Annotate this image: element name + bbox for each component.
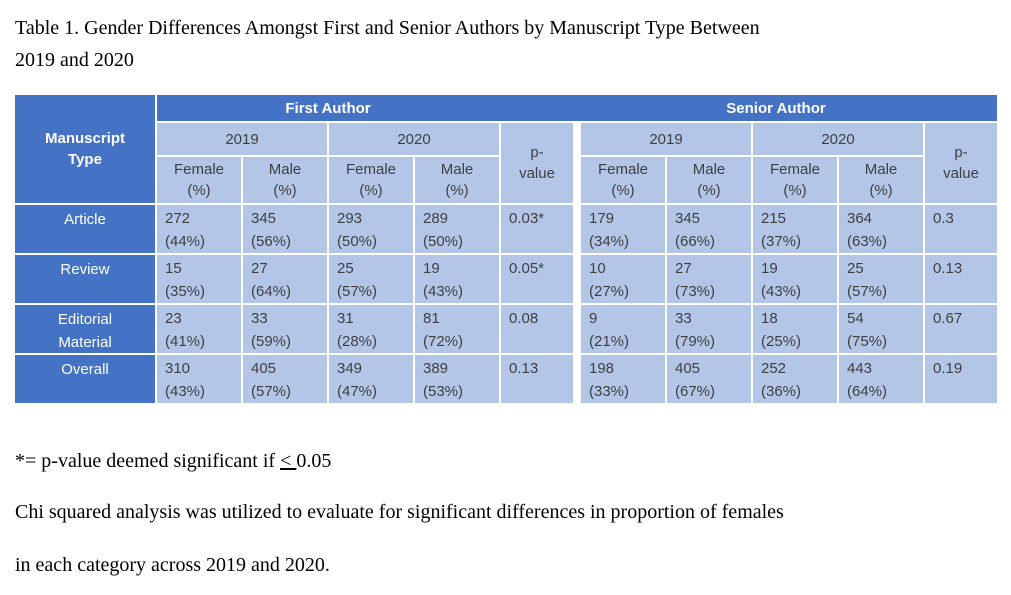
data-cell: 405 (57%) [243,355,327,403]
p-value-cell: 0.03* [501,205,573,253]
data-cell: 10 (27%) [581,255,665,303]
table-caption-line-1: Table 1. Gender Differences Amongst Firs… [15,17,760,39]
less-than-or-equal-sign: < [280,450,297,472]
data-cell: 345 (56%) [243,205,327,253]
p-value-cell: 0.05* [501,255,573,303]
footnote-method-line-2: in each category across 2019 and 2020. [15,554,330,576]
gender-header-female: Female (%) [329,157,413,203]
p-value-header-senior: p- value [925,123,997,203]
year-header-first-2020: 2020 [329,123,499,155]
data-cell: 18 (25%) [753,305,837,353]
gender-header-male: Male (%) [243,157,327,203]
data-cell: 33 (79%) [667,305,751,353]
data-cell: 389 (53%) [415,355,499,403]
row-label-article: Article [15,205,155,253]
data-cell: 27 (64%) [243,255,327,303]
data-cell: 349 (47%) [329,355,413,403]
year-header-senior-2020: 2020 [753,123,923,155]
gender-header-female: Female (%) [753,157,837,203]
data-cell: 310 (43%) [157,355,241,403]
data-cell: 272 (44%) [157,205,241,253]
gender-differences-table: Manuscript Type First Author Senior Auth… [15,95,997,403]
footnote-significance-prefix: *= p-value deemed significant if [15,450,281,472]
row-label-editorial-material: Editorial Material [15,305,155,353]
p-value-cell: 0.13 [925,255,997,303]
p-value-cell: 0.3 [925,205,997,253]
year-header-first-2019: 2019 [157,123,327,155]
p-value-cell: 0.08 [501,305,573,353]
gender-header-male: Male (%) [839,157,923,203]
data-cell: 198 (33%) [581,355,665,403]
p-value-cell: 0.13 [501,355,573,403]
table-caption-line-2: 2019 and 2020 [15,49,134,71]
gender-header-male: Male (%) [667,157,751,203]
data-cell: 443 (64%) [839,355,923,403]
data-cell: 31 (28%) [329,305,413,353]
year-header-senior-2019: 2019 [581,123,751,155]
data-cell: 25 (57%) [839,255,923,303]
data-cell: 15 (35%) [157,255,241,303]
footnote-method-line-1: Chi squared analysis was utilized to eva… [15,501,784,523]
col-group-senior-author: Senior Author [726,99,826,117]
footnote-significance: *= p-value deemed significant if < 0.05 [15,450,331,473]
data-cell: 33 (59%) [243,305,327,353]
data-cell: 215 (37%) [753,205,837,253]
data-cell: 364 (63%) [839,205,923,253]
data-cell: 289 (50%) [415,205,499,253]
data-cell: 25 (57%) [329,255,413,303]
author-group-band: First Author Senior Author [157,95,997,121]
p-value-cell: 0.67 [925,305,997,353]
p-value-header-first: p- value [501,123,573,203]
data-cell: 19 (43%) [753,255,837,303]
data-cell: 179 (34%) [581,205,665,253]
row-label-review: Review [15,255,155,303]
footnote-significance-threshold: 0.05 [296,450,332,472]
data-cell: 27 (73%) [667,255,751,303]
row-label-overall: Overall [15,355,155,403]
data-cell: 54 (75%) [839,305,923,353]
gender-header-male: Male (%) [415,157,499,203]
gender-header-female: Female (%) [581,157,665,203]
data-cell: 252 (36%) [753,355,837,403]
data-cell: 405 (67%) [667,355,751,403]
corner-header-manuscript-type: Manuscript Type [15,95,155,203]
data-cell: 293 (50%) [329,205,413,253]
col-group-first-author: First Author [285,99,371,117]
gender-header-female: Female (%) [157,157,241,203]
data-cell: 23 (41%) [157,305,241,353]
table-caption: Table 1. Gender Differences Amongst Firs… [15,12,760,76]
data-cell: 81 (72%) [415,305,499,353]
p-value-cell: 0.19 [925,355,997,403]
data-cell: 9 (21%) [581,305,665,353]
data-cell: 345 (66%) [667,205,751,253]
data-cell: 19 (43%) [415,255,499,303]
